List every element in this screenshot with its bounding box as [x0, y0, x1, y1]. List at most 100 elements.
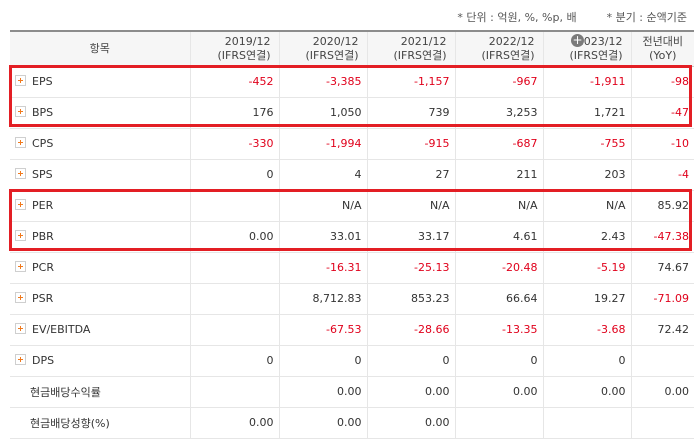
yoy-cell: -98 — [630, 66, 694, 98]
value-cell: -915 — [366, 128, 455, 160]
period-note: * 분기 : 순액기준 — [606, 11, 687, 24]
yoy-cell: -71.09 — [630, 283, 694, 315]
yoy-cell — [630, 345, 694, 377]
table-row: PSR 8,712.83 853.23 66.64 19.27 -71.09 — [10, 283, 694, 315]
value-cell: 1,721 — [542, 97, 631, 129]
add-column-icon[interactable]: + — [571, 33, 584, 47]
table-row: SPS 0 4 27 211 203 -4 — [10, 159, 694, 191]
table-row: 현금배당성향(%) 0.00 0.00 0.00 — [10, 407, 694, 439]
table-row: PER N/A N/A N/A N/A 85.92 — [10, 190, 694, 222]
yoy-cell — [630, 407, 694, 439]
row-label-cell[interactable]: PER — [10, 190, 190, 222]
value-cell: -28.66 — [366, 314, 455, 346]
row-label: PBR — [32, 230, 54, 243]
value-cell: 1,050 — [278, 97, 367, 129]
row-label: 현금배당수익률 — [30, 385, 101, 399]
expand-plus-icon[interactable] — [15, 75, 26, 86]
row-label-cell[interactable]: EPS — [10, 66, 190, 98]
value-cell: -25.13 — [366, 252, 455, 284]
value-cell: -20.48 — [454, 252, 543, 284]
value-cell: 33.17 — [366, 221, 455, 253]
value-cell: 2.43 — [542, 221, 631, 253]
value-cell — [189, 314, 279, 346]
value-cell: -755 — [542, 128, 631, 160]
row-label-cell[interactable]: BPS — [10, 97, 190, 129]
value-cell: 0.00 — [366, 376, 455, 408]
table-row: CPS -330 -1,994 -915 -687 -755 -10 — [10, 128, 694, 160]
row-label-cell[interactable]: EV/EBITDA — [10, 314, 190, 346]
value-cell: 66.64 — [454, 283, 543, 315]
yoy-cell: -47 — [630, 97, 694, 129]
value-cell: 0 — [278, 345, 367, 377]
value-cell: -13.35 — [454, 314, 543, 346]
row-label-cell: 현금배당수익률 — [10, 376, 190, 408]
value-cell: 0.00 — [189, 221, 279, 253]
expand-plus-icon[interactable] — [15, 323, 26, 334]
row-label: CPS — [32, 137, 54, 150]
financial-ratio-table: 항목 2019/12 (IFRS연결) 2020/12 (IFRS연결) 2021/… — [10, 30, 694, 439]
table-row: DPS 0 0 0 0 0 — [10, 345, 694, 377]
value-cell: 176 — [189, 97, 279, 129]
expand-plus-icon[interactable] — [15, 230, 26, 241]
col-header: 2019/12 (IFRS연결) — [189, 30, 279, 67]
row-label: PER — [32, 199, 54, 212]
row-label: EV/EBITDA — [32, 323, 91, 336]
expand-plus-icon[interactable] — [15, 199, 26, 210]
yoy-cell: 72.42 — [630, 314, 694, 346]
table-row: 현금배당수익률 0.00 0.00 0.00 0.00 0.00 — [10, 376, 694, 408]
col-header: 2021/12 (IFRS연결) — [366, 30, 455, 67]
value-cell: N/A — [366, 190, 455, 222]
table-row: PBR 0.00 33.01 33.17 4.61 2.43 -47.38 — [10, 221, 694, 253]
expand-plus-icon[interactable] — [15, 168, 26, 179]
value-cell: -16.31 — [278, 252, 367, 284]
table-row: BPS 176 1,050 739 3,253 1,721 -47 — [10, 97, 694, 129]
item-header: 항목 — [10, 30, 190, 67]
expand-plus-icon[interactable] — [15, 106, 26, 117]
row-label: PCR — [32, 261, 54, 274]
value-cell: -1,911 — [542, 66, 631, 98]
yoy-cell: -47.38 — [630, 221, 694, 253]
expand-plus-icon[interactable] — [15, 137, 26, 148]
value-cell: 0.00 — [366, 407, 455, 439]
value-cell: -67.53 — [278, 314, 367, 346]
value-cell: 8,712.83 — [278, 283, 367, 315]
table-row: PCR -16.31 -25.13 -20.48 -5.19 74.67 — [10, 252, 694, 284]
value-cell: 853.23 — [366, 283, 455, 315]
value-cell: -3,385 — [278, 66, 367, 98]
expand-plus-icon[interactable] — [15, 354, 26, 365]
row-label-cell[interactable]: DPS — [10, 345, 190, 377]
value-cell: -3.68 — [542, 314, 631, 346]
col-header: 2020/12 (IFRS연결) — [278, 30, 367, 67]
header-row: 항목 2019/12 (IFRS연결) 2020/12 (IFRS연결) 2021/… — [10, 30, 694, 67]
row-label-cell[interactable]: PBR — [10, 221, 190, 253]
row-label-cell[interactable]: PSR — [10, 283, 190, 315]
value-cell: -330 — [189, 128, 279, 160]
value-cell: 0.00 — [454, 376, 543, 408]
value-cell: 0.00 — [278, 376, 367, 408]
value-cell: 4 — [278, 159, 367, 191]
value-cell: 211 — [454, 159, 543, 191]
value-cell: 0 — [189, 159, 279, 191]
row-label-cell[interactable]: PCR — [10, 252, 190, 284]
expand-plus-icon[interactable] — [15, 292, 26, 303]
value-cell — [189, 376, 279, 408]
value-cell: 27 — [366, 159, 455, 191]
row-label-cell[interactable]: CPS — [10, 128, 190, 160]
row-label-cell[interactable]: SPS — [10, 159, 190, 191]
value-cell: -687 — [454, 128, 543, 160]
value-cell: 203 — [542, 159, 631, 191]
expand-plus-icon[interactable] — [15, 261, 26, 272]
value-cell: -967 — [454, 66, 543, 98]
notes: * 단위 : 억원, %, %p, 배 * 분기 : 순액기준 — [457, 9, 687, 25]
value-cell: 739 — [366, 97, 455, 129]
unit-note: * 단위 : 억원, %, %p, 배 — [457, 11, 577, 24]
value-cell: 33.01 — [278, 221, 367, 253]
value-cell: 0.00 — [278, 407, 367, 439]
value-cell: 3,253 — [454, 97, 543, 129]
yoy-cell: -10 — [630, 128, 694, 160]
value-cell: N/A — [278, 190, 367, 222]
value-cell: N/A — [454, 190, 543, 222]
value-cell: 0 — [366, 345, 455, 377]
value-cell — [189, 190, 279, 222]
value-cell: 0 — [454, 345, 543, 377]
